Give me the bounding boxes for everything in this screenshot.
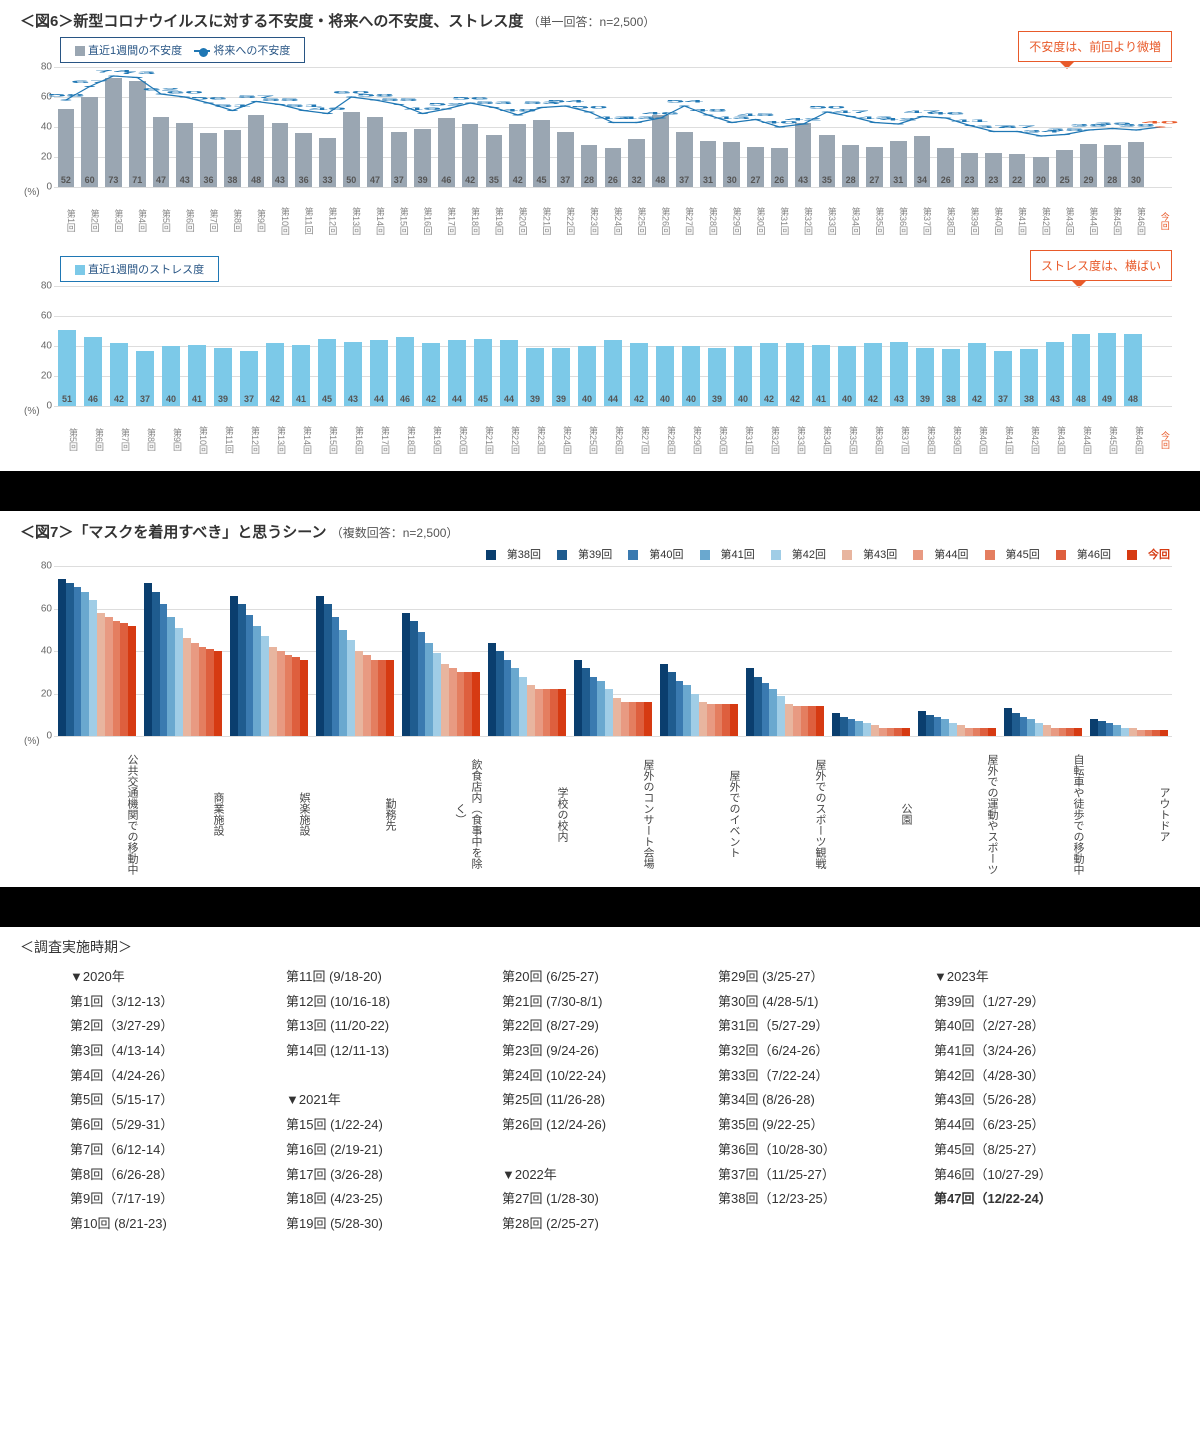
divider-1 xyxy=(0,471,1200,511)
svg-text:37: 37 xyxy=(999,125,1036,129)
fig6-top-chart: 020406080 526073714743363848433633504737… xyxy=(54,67,1172,187)
schedule-section: ＜調査実施時期＞ ▼2020年第1回（3/12-13）第2回（3/27-29）第… xyxy=(0,927,1200,1247)
svg-text:58: 58 xyxy=(356,93,393,97)
svg-text:42: 42 xyxy=(880,117,917,121)
svg-text:52: 52 xyxy=(428,102,465,106)
svg-text:50: 50 xyxy=(808,105,845,109)
svg-text:50: 50 xyxy=(571,105,608,109)
fig6-title: ＜図6＞新型コロナウイルスに対する不安度・将来への不安度、ストレス度 （単一回答… xyxy=(20,10,1180,31)
svg-text:45: 45 xyxy=(737,113,774,117)
svg-text:48: 48 xyxy=(499,108,536,112)
svg-text:47: 47 xyxy=(832,110,869,114)
svg-text:67: 67 xyxy=(71,80,108,84)
schedule-title: ＜調査実施時期＞ xyxy=(20,937,1180,957)
fig6-bottom-legend: 直近1週間のストレス度 xyxy=(60,256,219,282)
svg-text:54: 54 xyxy=(666,99,704,103)
svg-text:48: 48 xyxy=(689,108,726,112)
fig6-callout-top: 不安度は、前回より微増 xyxy=(1018,31,1172,62)
figure-6-section: ＜図6＞新型コロナウイルスに対する不安度・将来への不安度、ストレス度 （単一回答… xyxy=(0,0,1200,471)
svg-text:40: 40 xyxy=(1141,120,1178,124)
svg-text:55: 55 xyxy=(261,98,298,102)
svg-text:46: 46 xyxy=(642,111,679,115)
svg-text:49: 49 xyxy=(309,107,346,111)
pct-label: (%) xyxy=(24,406,1180,417)
divider-2 xyxy=(0,887,1200,927)
fig7-title: ＜図7＞「マスクを着用すべき」と思うシーン （複数回答：n=2,500） xyxy=(20,521,1180,542)
svg-text:56: 56 xyxy=(452,96,489,100)
svg-text:73: 73 xyxy=(119,71,156,75)
fig6-bottom-chart: 020406080 514642374041393742414543444642… xyxy=(54,286,1172,406)
fig6-bottom-chart-wrap: 直近1週間のストレス度 ストレス度は、横ばい 020406080 5146423… xyxy=(20,254,1180,461)
svg-text:55: 55 xyxy=(380,98,417,102)
pct-label: (%) xyxy=(24,736,1180,747)
svg-text:58: 58 xyxy=(47,93,84,97)
svg-text:53: 53 xyxy=(475,101,512,105)
svg-text:46: 46 xyxy=(927,111,964,115)
svg-text:43: 43 xyxy=(618,116,655,120)
pct-label: (%) xyxy=(24,187,1180,198)
svg-text:42: 42 xyxy=(785,117,822,121)
svg-text:41: 41 xyxy=(951,119,988,123)
schedule-columns: ▼2020年第1回（3/12-13）第2回（3/27-29）第3回（4/13-1… xyxy=(20,965,1180,1237)
svg-text:54: 54 xyxy=(547,99,585,103)
fig6-callout-bottom: ストレス度は、横ばい xyxy=(1030,250,1172,281)
svg-text:49: 49 xyxy=(404,107,441,111)
svg-text:35: 35 xyxy=(1046,128,1083,132)
fig6-top-chart-wrap: 直近1週間の不安度 将来への不安度 不安度は、前回より微増 020406080 … xyxy=(20,35,1180,242)
fig7-chart: 020406080 xyxy=(54,566,1172,736)
svg-text:56: 56 xyxy=(190,96,227,100)
fig7-legend: 第38回第39回第40回第41回第42回第43回第44回第45回第46回今回 xyxy=(20,546,1180,562)
fig6-top-legend: 直近1週間の不安度 将来への不安度 xyxy=(60,37,305,63)
figure-7-section: ＜図7＞「マスクを着用すべき」と思うシーン （複数回答：n=2,500） 第38… xyxy=(0,511,1200,887)
svg-text:51: 51 xyxy=(214,104,251,108)
svg-text:60: 60 xyxy=(166,90,203,94)
